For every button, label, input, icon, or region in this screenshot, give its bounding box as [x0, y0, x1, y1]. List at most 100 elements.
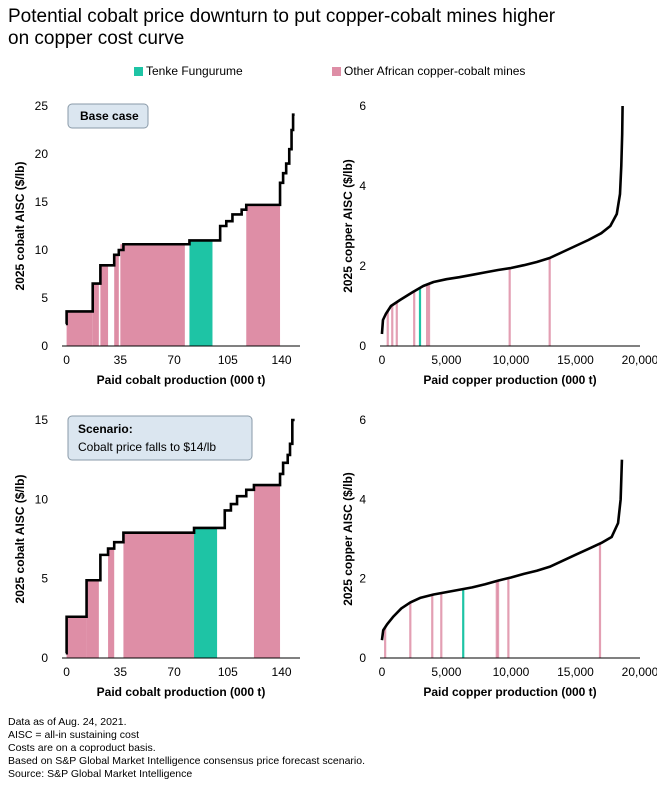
y-tick-label-1: 5	[41, 291, 48, 305]
mine-block-3	[114, 254, 119, 346]
y-axis-label: 2025 copper AISC ($/lb)	[341, 159, 355, 293]
mine-marker-0	[384, 627, 387, 658]
mine-marker-5	[495, 581, 498, 658]
copper-base-chart: 0 2 4 6 0 5,000 10,000 15,000 20,000 Paid copper …	[341, 99, 657, 387]
x-axis-label: Paid copper production (000 t)	[423, 373, 596, 387]
mine-block-1	[92, 283, 99, 346]
legend-item-tenke: Tenke Fungurume	[134, 64, 243, 78]
y-tick-label-0: 0	[359, 651, 366, 665]
mine-marker-6	[427, 283, 431, 346]
legend-item-other: Other African copper-cobalt mines	[332, 64, 525, 78]
mine-block-2	[108, 548, 115, 658]
mine-block-4	[120, 244, 185, 346]
y-tick-label-1: 2	[359, 572, 366, 586]
mine-block-1	[86, 580, 99, 658]
mine-marker-7	[508, 268, 511, 346]
mine-block-3	[123, 532, 195, 658]
x-tick-label-0: 0	[379, 665, 386, 679]
y-tick-label-0: 0	[359, 339, 366, 353]
mine-marker-7	[507, 578, 510, 658]
mine-block-5	[253, 485, 281, 658]
mine-marker-3	[440, 593, 443, 658]
x-tick-label-2: 10,000	[493, 353, 530, 367]
y-axis-label: 2025 cobalt AISC ($/lb)	[13, 475, 27, 604]
y-tick-label-1: 5	[41, 572, 48, 586]
footnote-source: Source: S&P Global Market Intelligence	[8, 768, 193, 780]
mine-block-6	[246, 204, 281, 346]
y-tick-label-3: 15	[35, 413, 49, 427]
scenario-label-line-2: Cobalt price falls to $14/lb	[78, 440, 216, 454]
footnotes: Data as of Aug. 24, 2021. AISC = all-in …	[8, 716, 365, 781]
y-tick-label-3: 6	[359, 413, 366, 427]
cost-curve-line	[380, 105, 624, 335]
x-tick-label-2: 10,000	[493, 665, 530, 679]
x-axis-label: Paid copper production (000 t)	[423, 685, 596, 699]
cobalt-base-chart: 0 5 10 15 20 25 0 35 70 105 140 Paid cobalt product…	[13, 99, 300, 387]
cobalt-scenario-chart: 0 5 10 15 0 35 70 105 140 Paid cobalt production …	[13, 413, 300, 699]
chart-title-line-2: on copper cost curve	[8, 28, 185, 49]
cost-curve-line	[65, 418, 295, 655]
tenke-block-5	[189, 240, 213, 346]
mine-marker-8	[598, 543, 602, 658]
y-axis-label: 2025 copper AISC ($/lb)	[341, 472, 355, 606]
mine-marker-1	[409, 602, 412, 658]
y-tick-label-5: 25	[35, 99, 49, 113]
x-tick-label-0: 0	[379, 353, 386, 367]
mine-block-0	[66, 616, 87, 658]
mine-marker-8	[548, 258, 551, 346]
footnote-data-date: Data as of Aug. 24, 2021.	[8, 716, 127, 728]
x-tick-label-1: 35	[114, 665, 128, 679]
y-tick-label-0: 0	[41, 339, 48, 353]
x-tick-label-2: 70	[167, 665, 181, 679]
y-tick-label-3: 15	[35, 195, 49, 209]
y-tick-label-2: 10	[35, 243, 49, 257]
base-case-label: Base case	[80, 109, 139, 123]
copper-scenario-chart: 0 2 4 6 0 5,000 10,000 15,000 20,000 Paid copper …	[341, 413, 657, 699]
x-tick-label-1: 5,000	[431, 665, 461, 679]
y-tick-label-2: 4	[359, 492, 366, 506]
cost-curve-line	[380, 459, 624, 641]
legend-swatch-tenke	[134, 66, 143, 76]
y-tick-label-4: 20	[35, 147, 49, 161]
x-tick-label-2: 70	[167, 353, 181, 367]
y-tick-label-3: 6	[359, 99, 366, 113]
base-case-box	[67, 103, 149, 129]
x-tick-label-1: 35	[114, 353, 128, 367]
mine-block-2	[100, 265, 109, 346]
mine-marker-6	[496, 580, 500, 658]
legend-label-tenke: Tenke Fungurume	[146, 64, 243, 78]
legend-label-other: Other African copper-cobalt mines	[344, 64, 526, 78]
x-tick-label-3: 15,000	[557, 353, 594, 367]
mine-marker-2	[431, 594, 434, 658]
x-tick-label-4: 20,000	[622, 353, 657, 367]
y-tick-label-1: 2	[359, 259, 366, 273]
mine-marker-3	[413, 291, 416, 346]
x-tick-label-3: 15,000	[557, 665, 594, 679]
scenario-label-line-1: Scenario:	[78, 422, 133, 436]
footnote-scenario-basis: Based on S&P Global Market Intelligence …	[8, 755, 365, 767]
mine-block-0	[66, 311, 93, 346]
y-tick-label-2: 4	[359, 179, 366, 193]
footnote-aisc: AISC = all-in sustaining cost	[8, 729, 140, 741]
cost-curve-line	[65, 113, 295, 326]
x-tick-label-4: 140	[272, 665, 292, 679]
mine-marker-5	[425, 284, 429, 346]
mine-marker-1	[391, 305, 394, 346]
chart-title: Potential cobalt price downturn to put c…	[8, 6, 648, 50]
scenario-box	[67, 415, 253, 461]
mine-marker-2	[395, 302, 398, 346]
chart-title-line-1: Potential cobalt price downturn to put c…	[8, 6, 556, 27]
y-axis-label: 2025 cobalt AISC ($/lb)	[13, 162, 27, 291]
x-axis-label: Paid cobalt production (000 t)	[97, 685, 266, 699]
x-tick-label-3: 105	[218, 665, 238, 679]
tenke-block-4	[194, 527, 218, 658]
x-tick-label-4: 20,000	[622, 665, 657, 679]
x-tick-label-1: 5,000	[431, 353, 461, 367]
tenke-marker-4	[418, 287, 422, 346]
x-tick-label-0: 0	[63, 353, 70, 367]
y-tick-label-2: 10	[35, 492, 49, 506]
y-tick-label-0: 0	[41, 651, 48, 665]
x-tick-label-3: 105	[218, 353, 238, 367]
legend-swatch-other	[332, 66, 341, 76]
mine-marker-0	[386, 311, 389, 346]
